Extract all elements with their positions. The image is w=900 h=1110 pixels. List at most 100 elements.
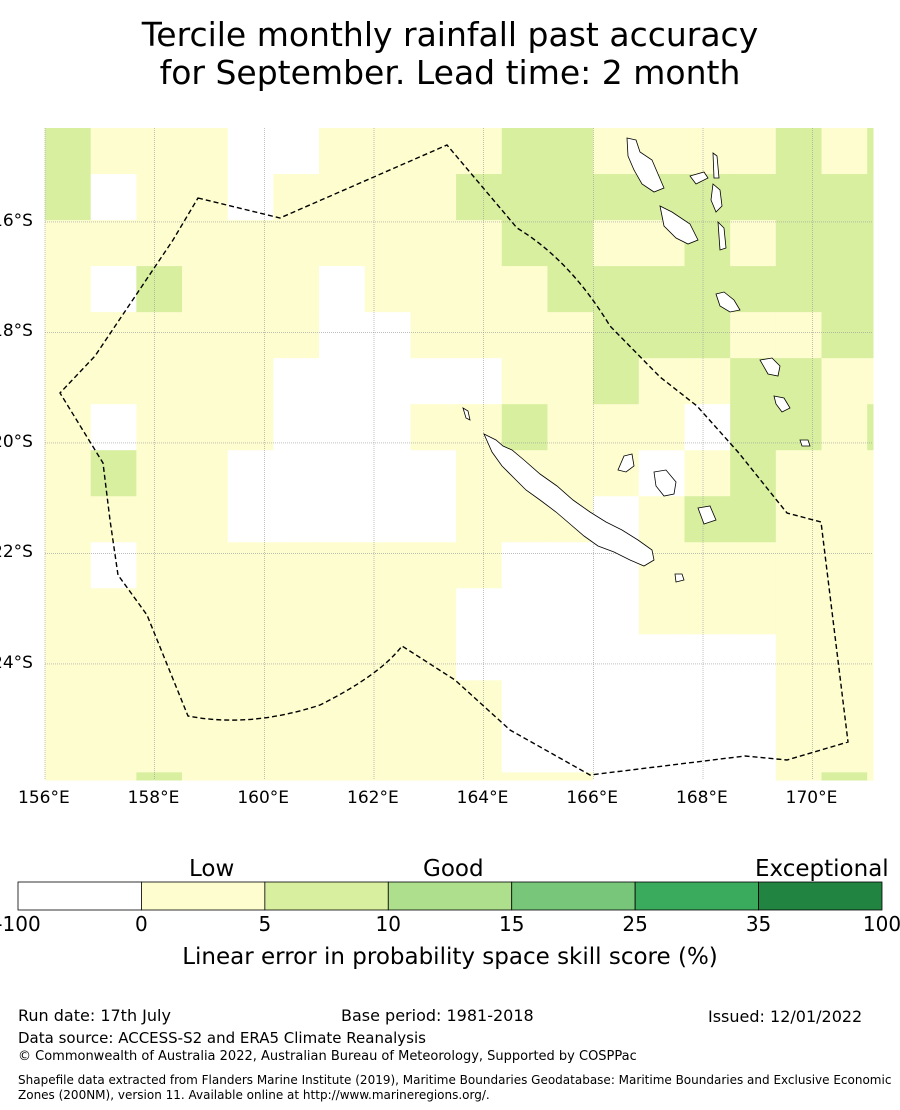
grid-cell [547, 174, 594, 221]
grid-cell [227, 496, 274, 543]
grid-cell [867, 266, 874, 313]
grid-cell [456, 266, 503, 313]
grid-cell [547, 358, 594, 405]
grid-cell [821, 726, 868, 773]
colorbar-tick-label: 25 [622, 912, 648, 936]
grid-cell [319, 266, 366, 313]
grid-cell [273, 588, 320, 635]
skill-grid [45, 128, 874, 781]
grid-cell [90, 174, 137, 221]
grid-cell [227, 542, 274, 589]
grid-cell [273, 726, 320, 773]
grid-cell [319, 404, 366, 451]
grid-cell [730, 680, 777, 727]
grid-cell [273, 542, 320, 589]
grid-cell [273, 174, 320, 221]
grid-cell [227, 450, 274, 497]
grid-cell [45, 680, 92, 727]
colorbar-tick-label: -100 [0, 912, 41, 936]
grid-cell [638, 588, 685, 635]
grid-cell [547, 220, 594, 267]
grid-cell [730, 128, 777, 175]
grid-cell [273, 266, 320, 313]
grid-cell [182, 588, 229, 635]
grid-cell [684, 634, 731, 681]
grid-cell [821, 588, 868, 635]
grid-cell [364, 588, 411, 635]
grid-cell [319, 220, 366, 267]
grid-cell [547, 266, 594, 313]
grid-cell [410, 266, 457, 313]
grid-cell [90, 634, 137, 681]
grid-cell [182, 312, 229, 359]
grid-cell [501, 542, 548, 589]
grid-cell [227, 220, 274, 267]
grid-cell [593, 358, 640, 405]
grid-cell [136, 726, 183, 773]
grid-cell [182, 772, 229, 781]
grid-cell [867, 588, 874, 635]
grid-cell [410, 542, 457, 589]
grid-cell [775, 312, 823, 359]
grid-cell [547, 588, 594, 635]
grid-cell [227, 726, 274, 773]
grid-cell [136, 128, 183, 175]
grid-cell [410, 174, 457, 221]
grid-cell [90, 588, 137, 635]
grid-cell [547, 634, 594, 681]
grid-cell [45, 588, 92, 635]
grid-cell [136, 772, 183, 781]
grid-cell [90, 358, 137, 405]
grid-cell [501, 726, 548, 773]
grid-cell [136, 220, 183, 267]
grid-cell [684, 404, 731, 451]
grid-cell [45, 220, 92, 267]
grid-cell [273, 680, 320, 727]
grid-cell [821, 128, 868, 175]
grid-cell [593, 312, 640, 359]
grid-cell [90, 266, 137, 313]
grid-cell [593, 404, 640, 451]
grid-cell [319, 634, 366, 681]
colorbar-category-low: Low [189, 856, 235, 882]
grid-cell [775, 450, 823, 497]
grid-cell [456, 588, 503, 635]
grid-cell [684, 358, 731, 405]
latitude-label: 22°S [0, 542, 33, 563]
graticule [44, 128, 873, 780]
grid-cell [227, 174, 274, 221]
grid-cell [90, 128, 137, 175]
longitude-label: 158°E [127, 788, 180, 808]
grid-cell [867, 726, 874, 773]
grid-cell [410, 450, 457, 497]
grid-cell [273, 450, 320, 497]
grid-cell [684, 312, 731, 359]
grid-cell [273, 312, 320, 359]
grid-cell [227, 772, 274, 781]
grid-cell [364, 174, 411, 221]
grid-cell [182, 450, 229, 497]
grid-cell [547, 404, 594, 451]
grid-cell [730, 588, 777, 635]
grid-cell [227, 634, 274, 681]
colorbar-tick-label: 35 [745, 912, 772, 936]
longitude-label: 156°E [18, 788, 70, 808]
island-outline [626, 137, 665, 193]
island-outline [773, 395, 791, 413]
island-outline [674, 573, 685, 583]
grid-cell [136, 450, 183, 497]
grid-cell [547, 312, 594, 359]
grid-cell [867, 220, 874, 267]
colorbar-category-exceptional: Exceptional [755, 856, 889, 882]
grid-cell [45, 404, 92, 451]
grid-cell [501, 588, 548, 635]
grid-cell [364, 358, 411, 405]
latitude-label: 18°S [0, 321, 33, 342]
grid-cell [456, 128, 503, 175]
grid-cell [136, 496, 183, 543]
copyright: © Commonwealth of Australia 2022, Austra… [18, 1049, 637, 1064]
grid-cell [136, 404, 183, 451]
colorbar-segment [387, 881, 513, 911]
grid-cell [182, 496, 229, 543]
grid-cell [45, 358, 92, 405]
